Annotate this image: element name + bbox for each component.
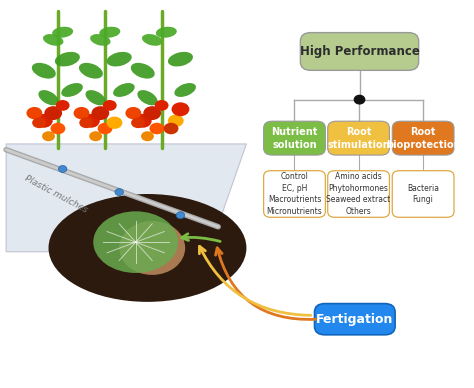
FancyBboxPatch shape [392, 171, 454, 217]
Ellipse shape [119, 221, 185, 275]
Ellipse shape [73, 107, 90, 119]
Ellipse shape [55, 52, 80, 66]
Ellipse shape [93, 211, 178, 273]
Ellipse shape [27, 107, 42, 119]
Ellipse shape [99, 27, 120, 38]
Polygon shape [6, 144, 246, 252]
Ellipse shape [58, 166, 67, 172]
Ellipse shape [44, 106, 62, 120]
Text: Root
stimulation: Root stimulation [327, 127, 390, 149]
Ellipse shape [107, 52, 132, 66]
Ellipse shape [107, 116, 122, 129]
Ellipse shape [131, 63, 155, 79]
Ellipse shape [103, 100, 117, 111]
FancyBboxPatch shape [264, 171, 325, 217]
FancyBboxPatch shape [392, 121, 454, 155]
Ellipse shape [79, 63, 103, 79]
Ellipse shape [137, 90, 157, 105]
Ellipse shape [38, 90, 59, 105]
Ellipse shape [168, 52, 193, 66]
Ellipse shape [82, 114, 100, 128]
Text: Bacteria
Fungi: Bacteria Fungi [407, 184, 439, 204]
Ellipse shape [79, 117, 93, 128]
Ellipse shape [85, 90, 106, 105]
Ellipse shape [168, 114, 183, 127]
Ellipse shape [56, 100, 70, 111]
FancyBboxPatch shape [301, 33, 419, 70]
Ellipse shape [142, 34, 163, 46]
Ellipse shape [155, 100, 169, 111]
Ellipse shape [52, 27, 73, 38]
Ellipse shape [113, 83, 135, 97]
Ellipse shape [176, 212, 185, 219]
Ellipse shape [32, 63, 56, 79]
Text: Nutrient
solution: Nutrient solution [271, 127, 318, 149]
Ellipse shape [98, 123, 112, 134]
Ellipse shape [134, 114, 152, 128]
Text: Fertigation: Fertigation [316, 313, 393, 326]
Ellipse shape [143, 106, 161, 120]
Ellipse shape [90, 34, 110, 46]
Ellipse shape [32, 117, 46, 128]
Ellipse shape [89, 131, 102, 141]
Text: High Performance: High Performance [300, 45, 419, 58]
Ellipse shape [164, 123, 178, 134]
Ellipse shape [42, 131, 55, 141]
Ellipse shape [51, 123, 65, 134]
Ellipse shape [48, 194, 246, 302]
Ellipse shape [131, 117, 145, 128]
Ellipse shape [126, 107, 141, 119]
Text: Root
bioprotection: Root bioprotection [386, 127, 460, 149]
Ellipse shape [43, 34, 64, 46]
FancyBboxPatch shape [328, 121, 390, 155]
FancyBboxPatch shape [328, 171, 390, 217]
Ellipse shape [174, 83, 196, 97]
FancyBboxPatch shape [315, 303, 395, 335]
FancyBboxPatch shape [264, 121, 325, 155]
Ellipse shape [172, 102, 189, 116]
Ellipse shape [91, 106, 109, 120]
Ellipse shape [115, 189, 123, 196]
Text: Plastic mulches: Plastic mulches [23, 173, 89, 215]
Ellipse shape [35, 114, 53, 128]
Ellipse shape [156, 27, 177, 38]
Ellipse shape [141, 131, 154, 141]
Circle shape [355, 95, 365, 104]
Ellipse shape [149, 123, 164, 134]
Text: Control
EC, pH
Macroutrients
Micronutrients: Control EC, pH Macroutrients Micronutrie… [266, 172, 322, 216]
Text: Amino acids
Phytohormones
Seaweed extract
Others: Amino acids Phytohormones Seaweed extrac… [327, 172, 391, 216]
Ellipse shape [61, 83, 83, 97]
